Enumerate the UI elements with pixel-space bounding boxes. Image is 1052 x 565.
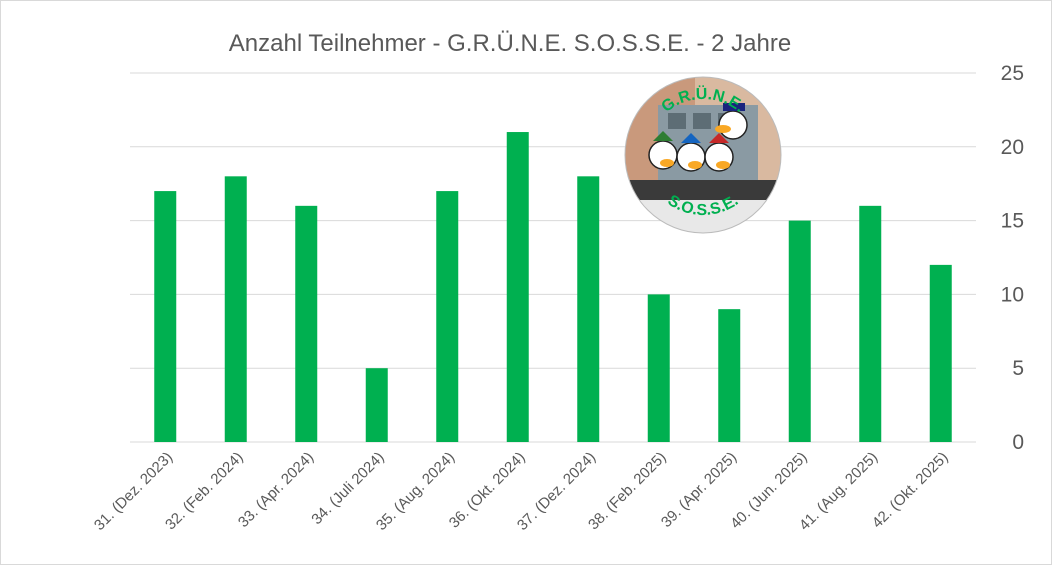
bar: [154, 191, 177, 442]
bar: [718, 309, 741, 442]
bar: [506, 132, 529, 443]
logo-illustration: [625, 77, 781, 233]
bar: [295, 205, 318, 442]
y-tick-label: 15: [1001, 210, 1024, 233]
bar: [647, 294, 670, 442]
y-axis-ticks: 0 5 10 15 20 25: [1001, 62, 1024, 454]
bar: [577, 176, 600, 442]
bar: [365, 368, 388, 442]
bar: [436, 191, 459, 442]
y-tick-label: 10: [1001, 283, 1024, 306]
y-tick-label: 25: [1001, 62, 1024, 85]
y-tick-label: 20: [1001, 136, 1024, 159]
bar: [224, 176, 247, 442]
chart-title: Anzahl Teilnehmer - G.R.Ü.N.E. S.O.S.S.E…: [229, 30, 791, 57]
bar: [859, 205, 882, 442]
bars: [154, 132, 952, 443]
gridlines: [130, 72, 976, 443]
y-tick-label: 0: [1012, 431, 1024, 454]
logo-badge: G.R.Ü.N.E. S.O.S.S.E.: [624, 76, 782, 234]
y-tick-label: 5: [1012, 357, 1024, 380]
bar: [929, 264, 952, 442]
bar: [788, 220, 811, 442]
